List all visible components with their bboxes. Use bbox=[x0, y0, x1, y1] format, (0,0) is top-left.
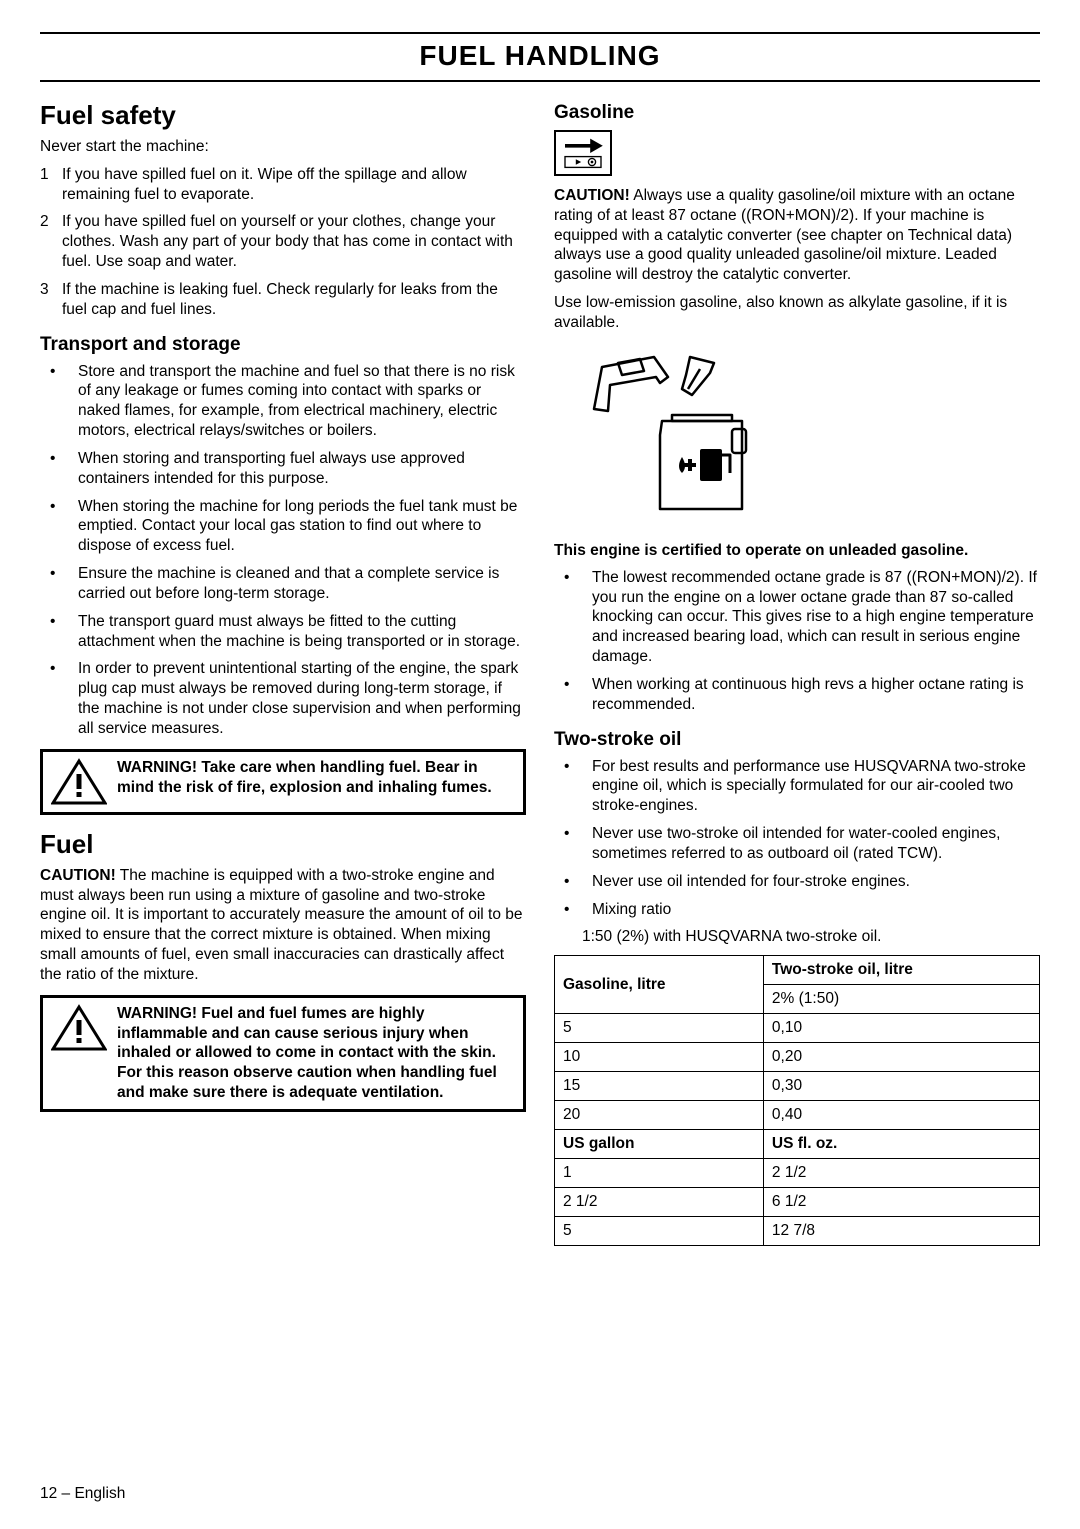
td: 15 bbox=[555, 1072, 764, 1101]
warning-triangle-icon bbox=[51, 758, 107, 806]
gasoline-list: The lowest recommended octane grade is 8… bbox=[554, 568, 1040, 715]
warning-box: WARNING! Take care when handling fuel. B… bbox=[40, 749, 526, 815]
oil-list: For best results and performance use HUS… bbox=[554, 757, 1040, 920]
page-title: FUEL HANDLING bbox=[40, 32, 1040, 82]
warning-box: WARNING! Fuel and fuel fumes are highly … bbox=[40, 995, 526, 1112]
td-oil-sub: 2% (1:50) bbox=[763, 985, 1039, 1014]
th-oil: Two-stroke oil, litre bbox=[763, 956, 1039, 985]
td: 10 bbox=[555, 1043, 764, 1072]
td: 6 1/2 bbox=[763, 1188, 1039, 1217]
never-start-text: Never start the machine: bbox=[40, 137, 526, 157]
td: 2 1/2 bbox=[763, 1159, 1039, 1188]
right-column: Gasoline CAUTION! Always use a quality g… bbox=[554, 100, 1040, 1246]
list-item: Ensure the machine is cleaned and that a… bbox=[40, 564, 526, 604]
td: 20 bbox=[555, 1101, 764, 1130]
heading-transport: Transport and storage bbox=[40, 334, 526, 356]
heading-fuel-safety: Fuel safety bbox=[40, 100, 526, 131]
list-text: Store and transport the machine and fuel… bbox=[78, 362, 526, 441]
list-item: 2If you have spilled fuel on yourself or… bbox=[40, 212, 526, 271]
th-gallon: US gallon bbox=[555, 1130, 764, 1159]
td: 0,30 bbox=[763, 1072, 1039, 1101]
table-row: 12 1/2 bbox=[555, 1159, 1040, 1188]
td: 12 7/8 bbox=[763, 1217, 1039, 1246]
heading-fuel: Fuel bbox=[40, 829, 526, 860]
caution-label: CAUTION! bbox=[40, 867, 116, 884]
list-item: For best results and performance use HUS… bbox=[554, 757, 1040, 816]
th-gasoline: Gasoline, litre bbox=[555, 956, 764, 1014]
gasoline-p2: Use low-emission gasoline, also known as… bbox=[554, 293, 1040, 333]
list-item: 3If the machine is leaking fuel. Check r… bbox=[40, 280, 526, 320]
list-text: The lowest recommended octane grade is 8… bbox=[592, 568, 1040, 667]
list-text: Ensure the machine is cleaned and that a… bbox=[78, 564, 526, 604]
fuel-mixing-illustration bbox=[582, 349, 782, 519]
page-footer: 12 – English bbox=[40, 1485, 125, 1503]
list-item: Store and transport the machine and fuel… bbox=[40, 362, 526, 441]
td: 0,40 bbox=[763, 1101, 1039, 1130]
content-columns: Fuel safety Never start the machine: 1If… bbox=[40, 100, 1040, 1246]
certified-text: This engine is certified to operate on u… bbox=[554, 542, 1040, 560]
list-item: In order to prevent unintentional starti… bbox=[40, 659, 526, 738]
list-item: The lowest recommended octane grade is 8… bbox=[554, 568, 1040, 667]
table-row: 2 1/26 1/2 bbox=[555, 1188, 1040, 1217]
td: 0,10 bbox=[763, 1014, 1039, 1043]
list-item: Never use oil intended for four-stroke e… bbox=[554, 872, 1040, 892]
list-text: Never use two-stroke oil intended for wa… bbox=[592, 824, 1040, 864]
table-row: 150,30 bbox=[555, 1072, 1040, 1101]
list-text: Never use oil intended for four-stroke e… bbox=[592, 872, 910, 892]
pump-direction-icon bbox=[554, 130, 612, 176]
fuel-caution-paragraph: CAUTION! The machine is equipped with a … bbox=[40, 866, 526, 985]
list-text: If you have spilled fuel on it. Wipe off… bbox=[62, 165, 526, 205]
table-row: US gallonUS fl. oz. bbox=[555, 1130, 1040, 1159]
list-item: Never use two-stroke oil intended for wa… bbox=[554, 824, 1040, 864]
td: 0,20 bbox=[763, 1043, 1039, 1072]
td: 1 bbox=[555, 1159, 764, 1188]
list-item: Mixing ratio bbox=[554, 900, 1040, 920]
caution-label: CAUTION! bbox=[554, 187, 630, 204]
warning-text: WARNING! Take care when handling fuel. B… bbox=[117, 758, 515, 798]
table-row: Gasoline, litre Two-stroke oil, litre bbox=[555, 956, 1040, 985]
never-start-list: 1If you have spilled fuel on it. Wipe of… bbox=[40, 165, 526, 320]
gasoline-caution-paragraph: CAUTION! Always use a quality gasoline/o… bbox=[554, 186, 1040, 285]
td: 5 bbox=[555, 1217, 764, 1246]
list-item: When working at continuous high revs a h… bbox=[554, 675, 1040, 715]
td: 2 1/2 bbox=[555, 1188, 764, 1217]
mixing-table: Gasoline, litre Two-stroke oil, litre 2%… bbox=[554, 955, 1040, 1246]
table-row: 50,10 bbox=[555, 1014, 1040, 1043]
table-row: 512 7/8 bbox=[555, 1217, 1040, 1246]
warning-text: WARNING! Fuel and fuel fumes are highly … bbox=[117, 1004, 515, 1103]
list-text: The transport guard must always be fitte… bbox=[78, 612, 526, 652]
list-text: In order to prevent unintentional starti… bbox=[78, 659, 526, 738]
list-text: Mixing ratio bbox=[592, 900, 671, 920]
caution-text: The machine is equipped with a two-strok… bbox=[40, 867, 522, 983]
td: 5 bbox=[555, 1014, 764, 1043]
heading-gasoline: Gasoline bbox=[554, 102, 1040, 124]
transport-list: Store and transport the machine and fuel… bbox=[40, 362, 526, 739]
table-row: 100,20 bbox=[555, 1043, 1040, 1072]
list-text: When storing the machine for long period… bbox=[78, 497, 526, 556]
list-item: The transport guard must always be fitte… bbox=[40, 612, 526, 652]
list-item: 1If you have spilled fuel on it. Wipe of… bbox=[40, 165, 526, 205]
list-text: For best results and performance use HUS… bbox=[592, 757, 1040, 816]
list-item: When storing and transporting fuel alway… bbox=[40, 449, 526, 489]
list-text: If the machine is leaking fuel. Check re… bbox=[62, 280, 526, 320]
left-column: Fuel safety Never start the machine: 1If… bbox=[40, 100, 526, 1246]
mixing-ratio-sub: 1:50 (2%) with HUSQVARNA two-stroke oil. bbox=[554, 927, 1040, 947]
list-text: When working at continuous high revs a h… bbox=[592, 675, 1040, 715]
list-text: If you have spilled fuel on yourself or … bbox=[62, 212, 526, 271]
table-row: 200,40 bbox=[555, 1101, 1040, 1130]
heading-two-stroke-oil: Two-stroke oil bbox=[554, 729, 1040, 751]
list-text: When storing and transporting fuel alway… bbox=[78, 449, 526, 489]
th-floz: US fl. oz. bbox=[763, 1130, 1039, 1159]
list-item: When storing the machine for long period… bbox=[40, 497, 526, 556]
warning-triangle-icon bbox=[51, 1004, 107, 1052]
